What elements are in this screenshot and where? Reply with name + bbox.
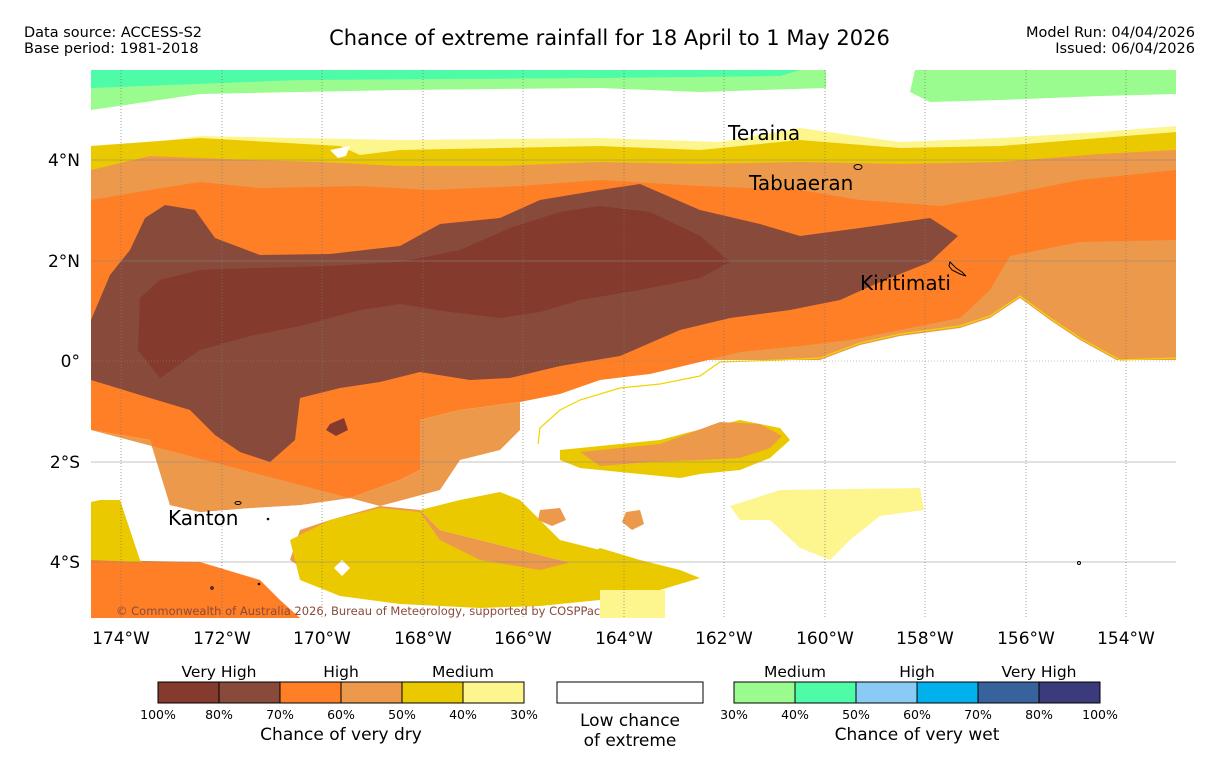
dry-medium-south-region <box>420 492 600 570</box>
lon-label: 174°W <box>92 629 150 649</box>
low-chance-hole-north <box>330 146 350 158</box>
wet-legend-caption: Chance of very wet <box>835 725 1000 745</box>
lat-label: 2°N <box>48 252 80 272</box>
dry-swatch-40 <box>462 681 525 704</box>
map-title: Chance of extreme rainfall for 18 April … <box>329 26 890 50</box>
wet-level-very-high: Very High <box>1001 663 1076 681</box>
data-source-text: Data source: ACCESS-S2 <box>24 25 203 41</box>
dry-high-60-southeast-patch <box>538 508 566 526</box>
dry-high-60-small-patch <box>622 510 644 530</box>
dry-tick: 70% <box>266 707 294 722</box>
wet-tick: 70% <box>964 707 992 722</box>
dry-medium-south-central <box>290 508 700 608</box>
low-chance-boundary <box>537 295 1176 445</box>
low-chance-swatch <box>556 681 704 704</box>
wet-tick: 40% <box>781 707 809 722</box>
wet-swatch-60 <box>916 681 979 704</box>
low-chance-southeast-region <box>538 298 1176 618</box>
base-period-text: Base period: 1981-2018 <box>24 41 199 57</box>
place-label-kanton: Kanton <box>168 506 238 530</box>
wet-tick: 30% <box>720 707 748 722</box>
dry-swatch-70 <box>279 681 342 704</box>
dry-tick: 40% <box>449 707 477 722</box>
lat-label: 0° <box>61 352 80 372</box>
lon-label: 158°W <box>896 629 954 649</box>
dry-high-60-patch <box>580 422 782 466</box>
lon-label: 164°W <box>595 629 653 649</box>
lat-label: 4°S <box>50 553 80 573</box>
place-label-teraina: Teraina <box>727 121 800 145</box>
issued-text: Issued: 06/04/2026 <box>1055 41 1195 57</box>
wet-tick: 50% <box>842 707 870 722</box>
wet-swatch-70 <box>977 681 1040 704</box>
dry-level-high: High <box>323 663 359 681</box>
longitude-labels: 174°W 172°W 170°W 168°W 166°W 164°W 162°… <box>92 629 1155 649</box>
lat-label: 2°S <box>50 453 80 473</box>
dry-tick: 60% <box>327 707 355 722</box>
dry-tick: 100% <box>140 707 176 722</box>
map-plot-area <box>91 70 1176 618</box>
dry-very-high-100-core <box>138 206 730 378</box>
dry-swatch-50 <box>401 681 464 704</box>
low-chance-line2: of extreme <box>584 731 677 751</box>
wet-tick: 60% <box>903 707 931 722</box>
dry-very-high-80-region <box>91 184 958 462</box>
copyright-notice: © Commonwealth of Australia 2026, Bureau… <box>116 604 600 618</box>
lon-label: 166°W <box>494 629 552 649</box>
low-chance-hole-west <box>91 450 110 502</box>
dry-high-60-south-region <box>91 402 600 600</box>
lon-label: 156°W <box>997 629 1055 649</box>
dry-swatch-60 <box>340 681 403 704</box>
lon-label: 172°W <box>193 629 251 649</box>
dry-high-70-southwest-strip <box>91 560 300 618</box>
wet-tick: 100% <box>1082 707 1118 722</box>
place-label-kiritimati: Kiritimati <box>860 271 951 295</box>
model-run-text: Model Run: 04/04/2026 <box>1025 25 1195 41</box>
dry-level-medium: Medium <box>432 663 494 681</box>
dry-legend: Very High High Medium 100% 80% 70% 60% 5… <box>140 663 538 745</box>
wet-swatch-50 <box>855 681 918 704</box>
lon-label: 154°W <box>1097 629 1155 649</box>
lon-label: 170°W <box>293 629 351 649</box>
wet-swatch-40 <box>794 681 857 704</box>
header-meta-left: Data source: ACCESS-S2 Base period: 1981… <box>24 25 202 57</box>
low-chance-hole-south <box>334 560 350 576</box>
lat-label: 4°N <box>48 151 80 171</box>
island-outlines <box>210 164 1081 590</box>
wet-swatch-30 <box>733 681 796 704</box>
wet-swatch-80 <box>1038 681 1101 704</box>
wet-40-north-strip <box>91 70 800 88</box>
dry-tick: 80% <box>205 707 233 722</box>
latitude-labels: 4°N 2°N 0° 2°S 4°S <box>48 151 80 573</box>
latitude-gridlines <box>91 159 1176 563</box>
lon-label: 160°W <box>796 629 854 649</box>
wet-level-medium: Medium <box>764 663 826 681</box>
dry-level-very-high: Very High <box>181 663 256 681</box>
lon-label: 162°W <box>695 629 753 649</box>
header-meta-right: Model Run: 04/04/2026 Issued: 06/04/2026 <box>1026 25 1195 57</box>
low-chance-legend: Low chance of extreme <box>556 681 704 751</box>
longitude-gridlines <box>120 70 1127 618</box>
dry-medium-light-south-patch <box>600 590 665 618</box>
wet-medium-northeast-band <box>910 70 1176 102</box>
dry-swatch-80 <box>218 681 281 704</box>
dry-tick: 50% <box>388 707 416 722</box>
dry-medium-light-patch <box>730 488 924 560</box>
place-label-tabuaeran: Tabuaeran <box>748 171 853 195</box>
low-chance-line1: Low chance <box>580 711 680 731</box>
lon-label: 168°W <box>394 629 452 649</box>
low-chance-hole-center <box>606 480 672 496</box>
wet-legend: Medium High Very High 30% 40% 50% 60% 70… <box>720 663 1118 745</box>
wet-level-high: High <box>899 663 935 681</box>
dry-very-high-100-spot <box>326 418 348 436</box>
dry-swatch-100 <box>157 681 220 704</box>
dry-legend-caption: Chance of very dry <box>260 725 422 745</box>
wet-tick: 80% <box>1025 707 1053 722</box>
dry-tick: 30% <box>510 707 538 722</box>
